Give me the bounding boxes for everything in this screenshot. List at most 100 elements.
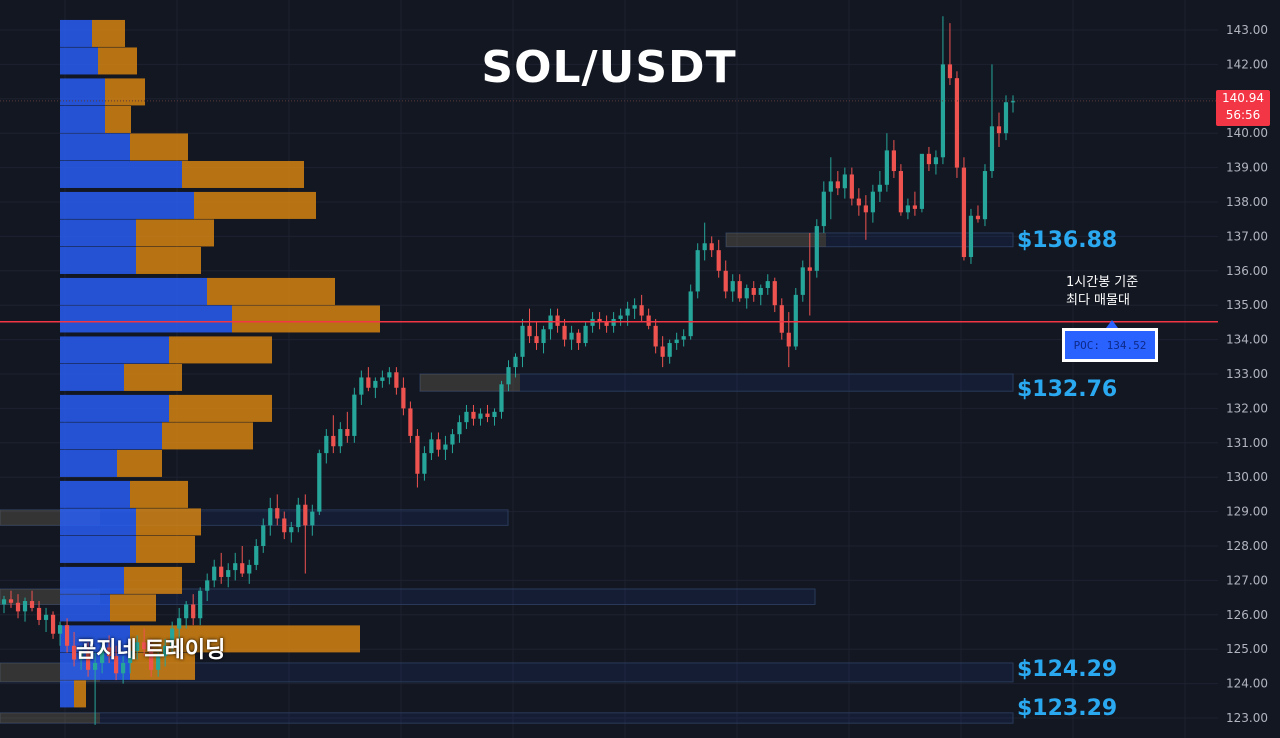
- candle-body: [331, 435, 336, 447]
- candle-body: [85, 650, 91, 670]
- candle-body: [674, 339, 679, 344]
- candle-body: [275, 508, 280, 519]
- volume-bar-sell: [110, 594, 156, 622]
- candle-body: [303, 504, 308, 526]
- y-tick-label: 125.00: [1226, 642, 1268, 656]
- y-tick-label: 143.00: [1226, 23, 1268, 37]
- candle-body: [660, 346, 665, 357]
- price-zone-highlight: [0, 712, 100, 724]
- candle-body: [982, 171, 988, 220]
- candle-body: [569, 332, 574, 340]
- level-label-123-29: $123.29: [1017, 696, 1118, 721]
- volume-bar-buy: [60, 78, 105, 106]
- volume-bar-buy: [60, 566, 124, 594]
- volume-bar-buy: [60, 219, 136, 247]
- candle-body: [198, 590, 203, 619]
- candle-body: [471, 411, 476, 419]
- price-zone-highlight: [420, 374, 520, 392]
- candle-body: [359, 377, 364, 395]
- candle-body: [121, 662, 126, 674]
- candle-body: [43, 614, 49, 620]
- candle-body: [205, 580, 210, 591]
- volume-bar-buy: [60, 305, 232, 333]
- volume-bar-sell: [169, 336, 272, 364]
- candle-body: [758, 288, 763, 295]
- last-price-tag[interactable]: 140.94 56:56: [1216, 90, 1270, 126]
- volume-bar-buy: [60, 480, 130, 508]
- candle-body: [912, 205, 918, 209]
- y-tick-label: 138.00: [1226, 195, 1268, 209]
- candle-body: [709, 243, 714, 251]
- candle-body: [807, 267, 812, 271]
- volume-bar-buy: [60, 680, 74, 708]
- level-label-132-76: $132.76: [1017, 377, 1118, 402]
- candle-body: [863, 205, 868, 213]
- candle-body: [842, 174, 847, 189]
- candle-body: [919, 153, 925, 209]
- candle-body: [835, 181, 840, 189]
- y-tick-label: 130.00: [1226, 470, 1268, 484]
- price-zone-highlight: [726, 232, 826, 247]
- candle-body: [415, 435, 420, 474]
- candle-body: [296, 504, 301, 528]
- candle-body: [135, 642, 140, 651]
- candle-body: [149, 649, 154, 670]
- candle-body: [751, 288, 756, 295]
- candle-body: [667, 343, 672, 357]
- candle-body: [289, 527, 294, 533]
- candle-body: [128, 650, 133, 663]
- candle-body: [170, 628, 175, 646]
- candle-body: [618, 315, 623, 319]
- volume-bar-buy: [60, 47, 98, 75]
- candle-body: [380, 377, 385, 381]
- candle-body: [352, 394, 357, 436]
- level-label-124-29: $124.29: [1017, 657, 1118, 682]
- volume-bar-sell: [136, 246, 201, 274]
- candle-body: [583, 325, 588, 344]
- poc-note: 1시간봉 기준 최다 매물대: [1066, 274, 1138, 310]
- volume-bar-sell: [182, 160, 304, 188]
- candle-body: [317, 453, 322, 512]
- candle-body: [541, 329, 546, 344]
- candle-body: [177, 618, 182, 629]
- candle-body: [625, 308, 630, 316]
- candle-body: [345, 429, 350, 436]
- y-tick-label: 123.00: [1226, 711, 1268, 725]
- volume-bar-sell: [130, 625, 360, 653]
- y-tick-label: 133.00: [1226, 367, 1268, 381]
- candle-body: [800, 267, 805, 295]
- candle-body: [947, 64, 953, 79]
- price-zone: [725, 232, 1014, 248]
- candle-body: [36, 607, 42, 620]
- candle-body: [506, 367, 511, 385]
- candle-body: [534, 336, 539, 344]
- candle-body: [492, 411, 497, 417]
- candle-body: [940, 64, 946, 158]
- candle-body: [366, 377, 371, 388]
- volume-bar-sell: [124, 363, 182, 391]
- candle-body: [723, 270, 728, 292]
- price-zone: [419, 373, 1014, 392]
- volume-bar-sell: [136, 508, 201, 536]
- y-tick-label: 132.00: [1226, 401, 1268, 415]
- candle-body: [429, 439, 434, 454]
- candle-body: [737, 281, 742, 299]
- candle-body: [688, 291, 693, 337]
- candle-body: [254, 546, 259, 565]
- candle-body: [163, 645, 168, 657]
- candle-body: [576, 332, 581, 344]
- candle-body: [961, 167, 967, 258]
- candle-body: [57, 625, 63, 634]
- candle-body: [716, 250, 721, 271]
- volume-bar-buy: [60, 133, 130, 161]
- candle-body: [968, 215, 974, 258]
- candle-body: [821, 191, 826, 227]
- candle-body: [765, 281, 770, 288]
- candle-body: [373, 380, 378, 388]
- candle-body: [99, 647, 105, 663]
- candle-body: [310, 511, 315, 526]
- candle-body: [1, 599, 7, 605]
- candle-body: [401, 387, 406, 409]
- candle-body: [156, 656, 161, 670]
